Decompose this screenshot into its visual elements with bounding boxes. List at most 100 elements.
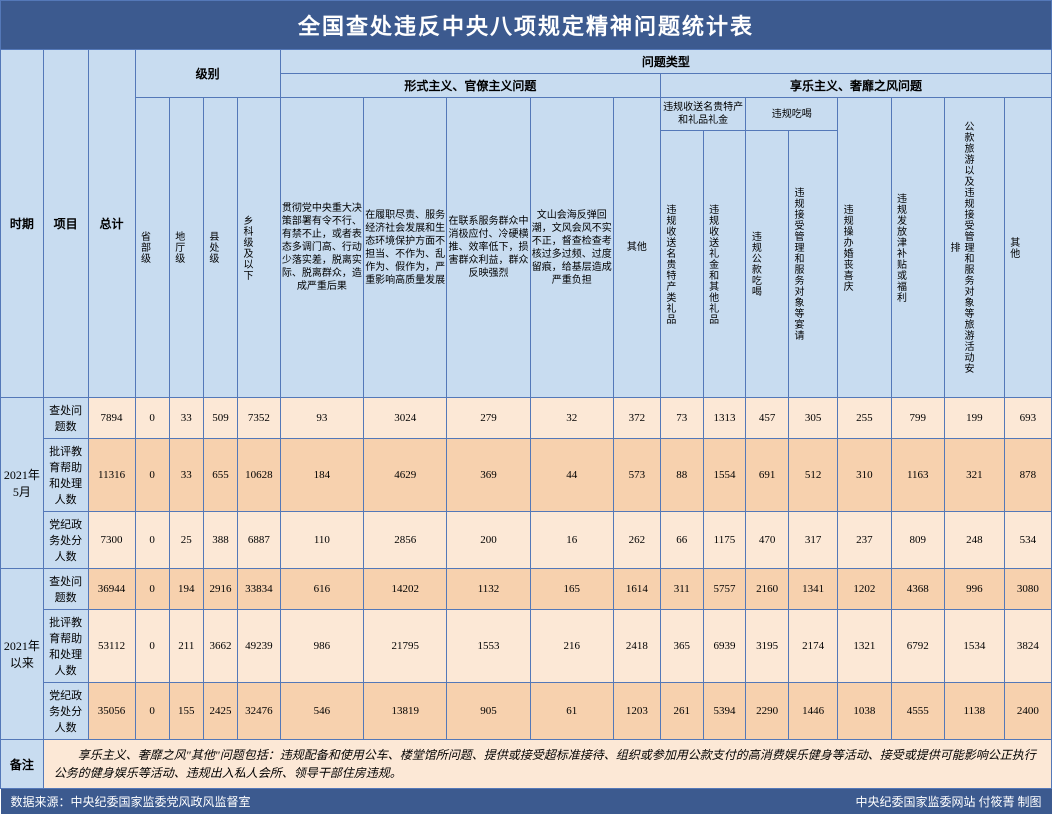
data-cell: 200 (447, 512, 530, 569)
col-type-group2: 享乐主义、奢靡之风问题 (660, 74, 1051, 98)
data-cell: 261 (660, 683, 703, 740)
data-cell: 905 (447, 683, 530, 740)
data-cell: 7352 (238, 398, 281, 439)
footer-row: 数据来源：中央纪委国家监委党风政风监督室 中央纪委国家监委网站 付筱菁 制图 (1, 789, 1052, 814)
data-row: 2021年以来查处问题数3694401942916338346161420211… (1, 569, 1052, 610)
title-row: 全国查处违反中央八项规定精神问题统计表 (1, 1, 1052, 50)
data-cell: 1341 (789, 569, 838, 610)
data-cell: 5757 (703, 569, 746, 610)
lvl-2: 县处级 (203, 98, 237, 398)
note-text: 享乐主义、奢靡之风"其他"问题包括：违规配备和使用公车、楼堂馆所问题、提供或接受… (43, 740, 1051, 789)
note-label: 备注 (1, 740, 44, 789)
data-cell: 2174 (789, 610, 838, 683)
data-cell: 1313 (703, 398, 746, 439)
data-cell: 110 (280, 512, 363, 569)
data-cell: 4555 (891, 683, 944, 740)
header-row-1: 时期 项目 总计 级别 问题类型 (1, 50, 1052, 74)
data-cell: 693 (1004, 398, 1051, 439)
t2-r0: 违规操办婚丧喜庆 (838, 98, 891, 398)
data-cell: 509 (203, 398, 237, 439)
data-cell: 3824 (1004, 610, 1051, 683)
data-cell: 1446 (789, 683, 838, 740)
data-cell: 3080 (1004, 569, 1051, 610)
data-cell: 262 (613, 512, 660, 569)
footer-left: 数据来源：中央纪委国家监委党风政风监督室 (1, 789, 531, 814)
data-cell: 310 (838, 439, 891, 512)
data-cell: 878 (1004, 439, 1051, 512)
t2a-1: 违规收送礼金和其他礼品 (703, 131, 746, 398)
t2-r3: 其他 (1004, 98, 1051, 398)
data-cell: 470 (746, 512, 789, 569)
period-label: 2021年5月 (1, 398, 44, 569)
data-cell: 165 (530, 569, 613, 610)
data-cell: 44 (530, 439, 613, 512)
data-cell: 986 (280, 610, 363, 683)
data-cell: 996 (944, 569, 1004, 610)
data-row: 2021年5月查处问题数7894033509735293302427932372… (1, 398, 1052, 439)
data-cell: 1203 (613, 683, 660, 740)
data-cell: 2160 (746, 569, 789, 610)
col-period: 时期 (1, 50, 44, 398)
data-cell: 66 (660, 512, 703, 569)
data-cell: 199 (944, 398, 1004, 439)
t2-r2: 公款旅游以及违规接受管理和服务对象等旅游活动安排 (944, 98, 1004, 398)
data-cell: 32 (530, 398, 613, 439)
note-row: 备注 享乐主义、奢靡之风"其他"问题包括：违规配备和使用公车、楼堂馆所问题、提供… (1, 740, 1052, 789)
data-cell: 25 (169, 512, 203, 569)
data-cell: 0 (135, 512, 169, 569)
table-title: 全国查处违反中央八项规定精神问题统计表 (1, 1, 1052, 50)
data-cell: 279 (447, 398, 530, 439)
data-cell: 1202 (838, 569, 891, 610)
t2-group-a: 违规收送名贵特产和礼品礼金 (660, 98, 745, 131)
item-label: 党纪政务处分人数 (43, 512, 88, 569)
data-cell: 155 (169, 683, 203, 740)
data-cell: 305 (789, 398, 838, 439)
data-cell: 33 (169, 439, 203, 512)
t2-group-b: 违规吃喝 (746, 98, 838, 131)
data-row: 党纪政务处分人数35056015524253247654613819905611… (1, 683, 1052, 740)
data-cell: 33 (169, 398, 203, 439)
item-label: 查处问题数 (43, 569, 88, 610)
data-cell: 0 (135, 683, 169, 740)
t1-1: 在履职尽责、服务经济社会发展和生态环境保护方面不担当、不作为、乱作为、假作为，严… (364, 98, 447, 398)
data-cell: 255 (838, 398, 891, 439)
data-cell: 0 (135, 569, 169, 610)
data-cell: 211 (169, 610, 203, 683)
data-cell: 6939 (703, 610, 746, 683)
data-cell: 0 (135, 398, 169, 439)
data-cell: 4368 (891, 569, 944, 610)
data-cell: 655 (203, 439, 237, 512)
data-cell: 1321 (838, 610, 891, 683)
data-cell: 11316 (88, 439, 135, 512)
data-cell: 6887 (238, 512, 281, 569)
data-body: 2021年5月查处问题数7894033509735293302427932372… (1, 398, 1052, 740)
period-label: 2021年以来 (1, 569, 44, 740)
data-cell: 4629 (364, 439, 447, 512)
data-cell: 248 (944, 512, 1004, 569)
data-cell: 388 (203, 512, 237, 569)
data-cell: 2856 (364, 512, 447, 569)
data-cell: 1175 (703, 512, 746, 569)
item-label: 党纪政务处分人数 (43, 683, 88, 740)
t1-4: 其他 (613, 98, 660, 398)
data-cell: 36944 (88, 569, 135, 610)
col-problem-type: 问题类型 (280, 50, 1051, 74)
data-cell: 53112 (88, 610, 135, 683)
item-label: 批评教育帮助和处理人数 (43, 439, 88, 512)
data-cell: 534 (1004, 512, 1051, 569)
data-cell: 1553 (447, 610, 530, 683)
statistics-table: 全国查处违反中央八项规定精神问题统计表 时期 项目 总计 级别 问题类型 形式主… (0, 0, 1052, 814)
t2b-0: 违规公款吃喝 (746, 131, 789, 398)
data-row: 批评教育帮助和处理人数53112021136624923998621795155… (1, 610, 1052, 683)
data-cell: 88 (660, 439, 703, 512)
data-cell: 311 (660, 569, 703, 610)
data-cell: 194 (169, 569, 203, 610)
data-cell: 573 (613, 439, 660, 512)
data-cell: 93 (280, 398, 363, 439)
footer-right: 中央纪委国家监委网站 付筱菁 制图 (530, 789, 1051, 814)
data-cell: 546 (280, 683, 363, 740)
data-cell: 1138 (944, 683, 1004, 740)
data-cell: 21795 (364, 610, 447, 683)
data-cell: 799 (891, 398, 944, 439)
data-cell: 2916 (203, 569, 237, 610)
